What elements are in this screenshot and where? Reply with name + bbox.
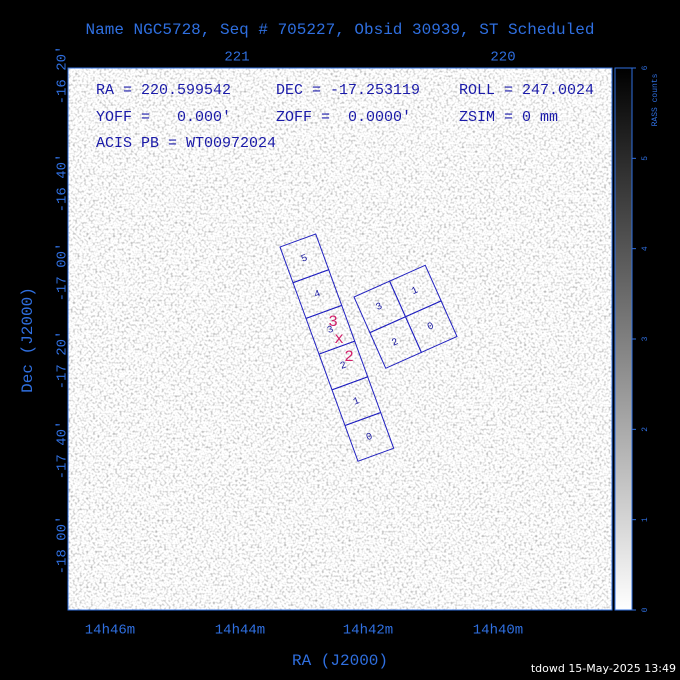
info-text: ZOFF = 0.0000' xyxy=(276,109,411,126)
info-text: ROLL = 247.0024 xyxy=(459,82,594,99)
chip-label: 3 xyxy=(326,325,335,337)
footer: tdowd 15-May-2025 13:49 xyxy=(531,662,676,675)
plot-frame xyxy=(67,67,613,611)
title: Name NGC5728, Seq # 705227, Obsid 30939,… xyxy=(86,21,595,39)
chip-label: 0 xyxy=(426,321,436,333)
y-tick-label: -16 40' xyxy=(55,154,71,213)
y-axis-title: Dec (J2000) xyxy=(19,287,37,393)
left-axis: -16 20' -16 40' -17 00' -17 20' -17 40' … xyxy=(19,46,70,575)
chip-label: 1 xyxy=(352,396,361,408)
colorbar-tick-label: 1 xyxy=(641,517,650,522)
colorbar-tick-label: 6 xyxy=(641,65,650,70)
info-text: YOFF = 0.000' xyxy=(96,109,231,126)
info-text: DEC = -17.253119 xyxy=(276,82,420,99)
colorbar-scale xyxy=(614,67,633,611)
colorbar-tick-label: 4 xyxy=(641,246,650,251)
x-tick-label: 14h40m xyxy=(473,623,523,639)
colorbar-tick-label: 5 xyxy=(641,156,650,161)
y-tick-label: -16 20' xyxy=(55,46,71,105)
aimpoint-marker: x xyxy=(334,330,344,348)
info-text: RA = 220.599542 xyxy=(96,82,231,99)
y-tick-label: -17 40' xyxy=(55,421,71,480)
marker-label: 2 xyxy=(344,348,354,366)
colorbar-tick-label: 3 xyxy=(641,336,650,341)
colorbar: RASS counts 0 1 2 3 4 5 6 xyxy=(614,65,660,612)
chip-label: 4 xyxy=(313,289,322,301)
sky-image xyxy=(68,68,612,610)
chip-label: 1 xyxy=(410,286,420,298)
y-tick-label: -17 20' xyxy=(55,331,71,390)
chip xyxy=(344,411,395,462)
chip-label: 2 xyxy=(390,337,400,349)
chip-label: 3 xyxy=(375,301,385,313)
info-text: ZSIM = 0 mm xyxy=(459,109,558,126)
y-tick-label: -18 00' xyxy=(55,516,71,575)
colorbar-title: RASS counts xyxy=(651,73,660,126)
bottom-axis: 14h46m 14h44m 14h42m 14h40m RA (J2000) xyxy=(85,623,523,671)
x-axis-title: RA (J2000) xyxy=(292,652,388,670)
x-tick-label: 14h44m xyxy=(215,623,265,639)
info-panel: RA = 220.599542 DEC = -17.253119 ROLL = … xyxy=(96,82,594,152)
y-tick-label: -17 00' xyxy=(55,243,71,302)
chip-label: 5 xyxy=(300,253,309,265)
x-tick-label: 14h46m xyxy=(85,623,135,639)
colorbar-tick-label: 2 xyxy=(641,427,650,432)
acis-i-array: 3 1 2 0 xyxy=(353,264,458,369)
info-text: ACIS PB = WT00972024 xyxy=(96,135,276,152)
chip-label: 2 xyxy=(339,360,348,372)
marker-label: 3 xyxy=(328,313,338,331)
x-tick-label: 14h42m xyxy=(343,623,393,639)
chip xyxy=(404,300,458,354)
chip-label: 0 xyxy=(365,432,374,444)
acis-s-array: 5 4 3 2 1 0 xyxy=(279,233,395,462)
colorbar-tick-label: 0 xyxy=(641,607,650,612)
top-tick-label: 220 xyxy=(490,50,515,66)
top-tick-label: 221 xyxy=(224,50,249,66)
